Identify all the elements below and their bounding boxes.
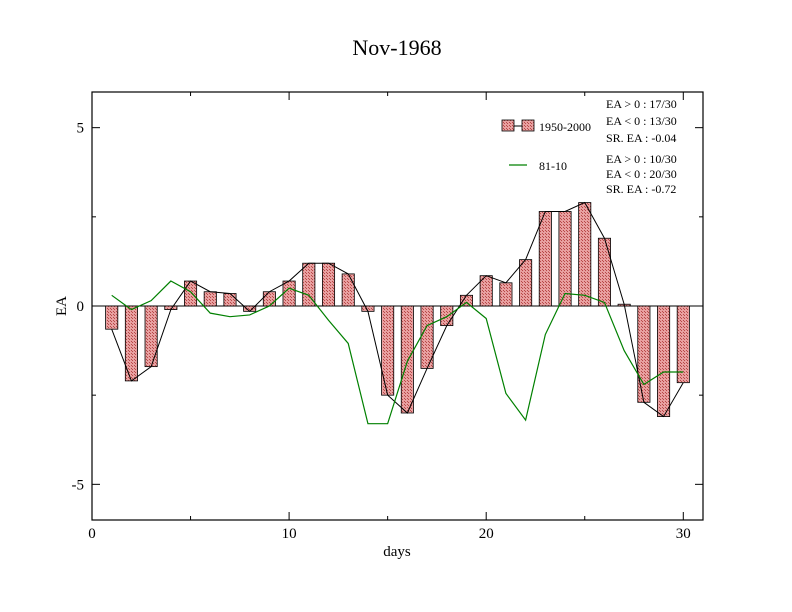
bar-day-24 [558,211,572,307]
legend-stat-2: EA < 0 : 13/30 [606,114,677,128]
bar-day-30 [676,305,690,384]
bar-day-7 [223,293,237,307]
legend-stat-3: SR. EA : -0.04 [606,131,676,145]
x-ticks: 0 10 20 30 [88,92,691,542]
bar-day-12 [322,262,336,307]
bar-day-16 [400,305,414,414]
legend-bar-swatch-right [521,119,535,132]
bar-day-26 [597,237,611,307]
bar-day-11 [302,262,316,307]
bar-day-13 [341,273,355,307]
x-tick-label: 20 [479,526,494,542]
bar-day-10 [282,280,296,307]
y-ticks: 5 0 -5 [72,121,703,493]
x-tick-label: 10 [282,526,297,542]
legend-label-1950-2000: 1950-2000 [539,120,591,134]
x-tick-label: 30 [676,526,691,542]
bars-1950-2000 [105,202,690,417]
legend-stat-1: EA > 0 : 17/30 [606,97,677,111]
bar-day-29 [657,305,671,417]
bar-day-23 [538,211,552,307]
legend-label-81-10: 81-10 [539,159,567,173]
lines [111,201,684,425]
legend-stat-5: EA < 0 : 20/30 [606,167,677,181]
y-axis-label: EA [54,296,70,316]
x-tick-label: 0 [88,526,96,542]
bar-day-9 [262,291,276,307]
legend-bar-swatch-left [501,119,515,132]
y-tick-label: 0 [77,299,85,315]
bar-day-19 [459,294,473,307]
x-axis-label: days [383,544,411,560]
bar-day-1 [105,305,119,330]
bar-day-25 [578,202,592,307]
bar-day-5 [184,280,198,307]
y-tick-label: -5 [72,477,85,493]
bar-day-6 [203,291,217,307]
legend: 1950-2000 EA > 0 : 17/30 EA < 0 : 13/30 … [501,97,677,196]
bar-day-15 [381,305,395,396]
y-tick-label: 5 [77,121,85,137]
line-1950-2000 [111,201,684,418]
chart-title: Nov-1968 [352,35,441,60]
bar-day-18 [440,305,454,327]
bar-day-22 [519,259,533,307]
bar-day-28 [637,305,651,403]
line-81-10 [111,280,684,425]
bar-day-3 [144,305,158,368]
legend-stat-4: EA > 0 : 10/30 [606,152,677,166]
bar-day-21 [499,282,513,307]
legend-stat-6: SR. EA : -0.72 [606,182,676,196]
